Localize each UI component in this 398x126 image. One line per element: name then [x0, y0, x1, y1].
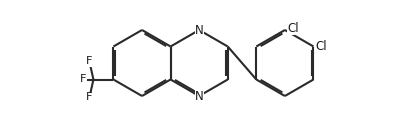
- Text: Cl: Cl: [287, 22, 298, 35]
- Text: F: F: [86, 92, 93, 102]
- Text: N: N: [195, 24, 203, 37]
- Text: Cl: Cl: [316, 40, 327, 53]
- Text: F: F: [86, 56, 93, 67]
- Text: F: F: [80, 74, 87, 85]
- Text: N: N: [195, 89, 203, 102]
